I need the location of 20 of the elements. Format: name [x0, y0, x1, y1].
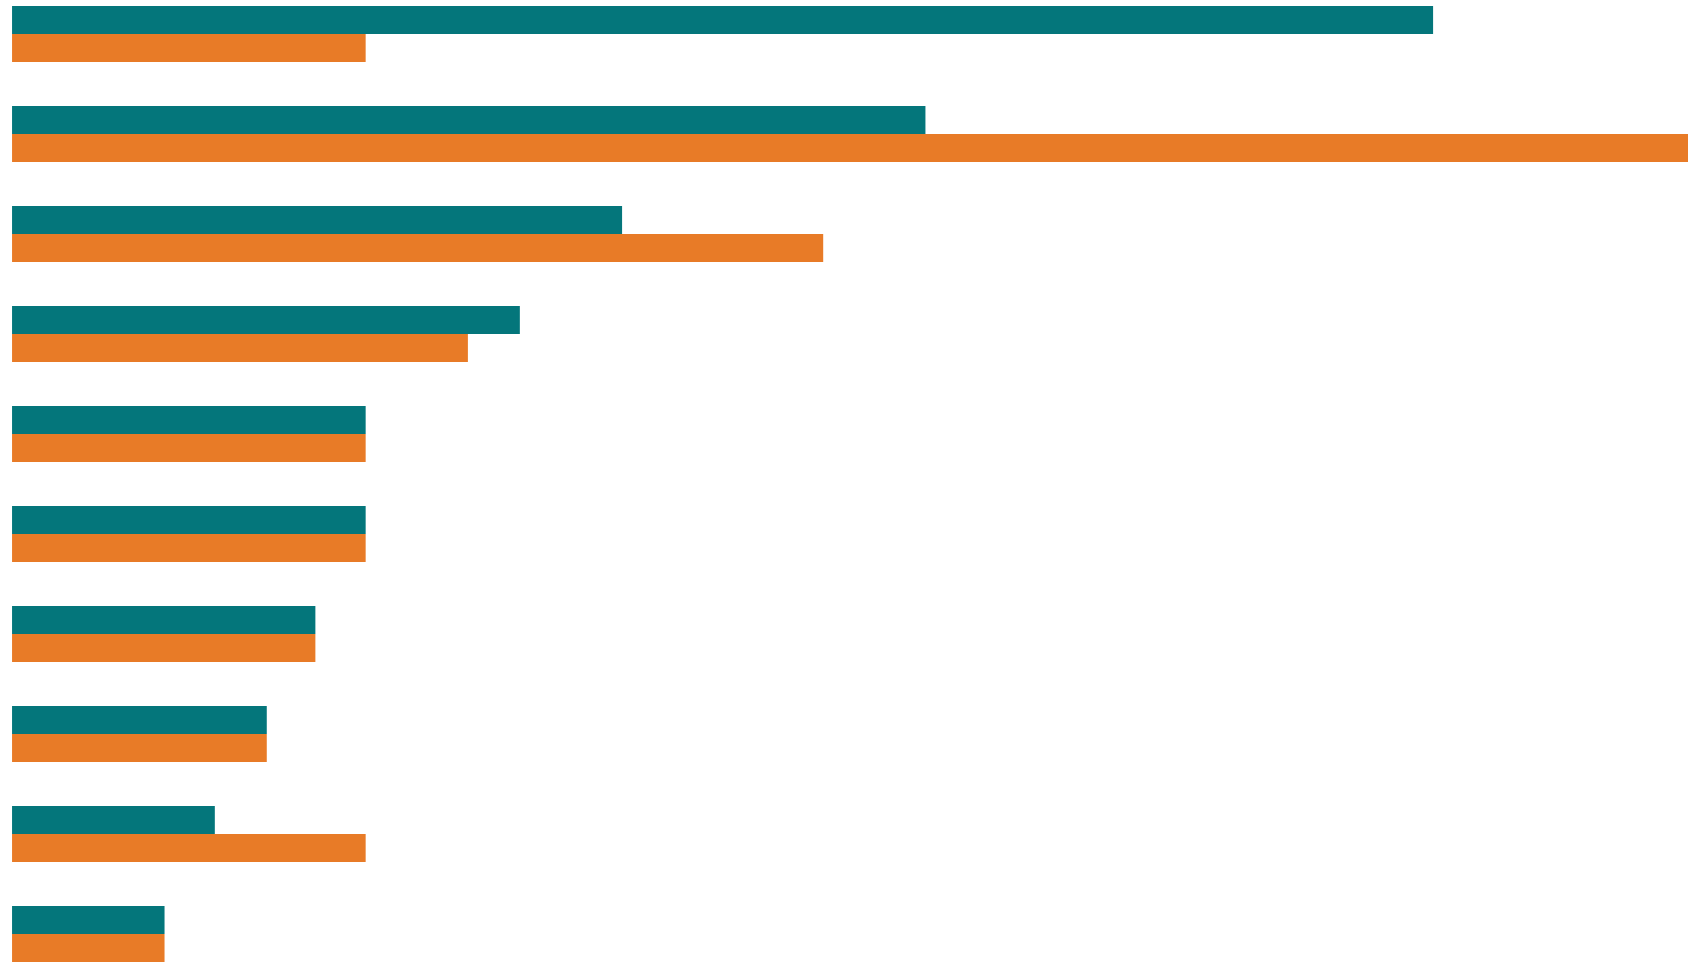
bar	[12, 905, 165, 934]
bar	[12, 533, 366, 562]
bar	[12, 105, 926, 134]
bar	[12, 805, 215, 834]
bar	[12, 133, 1688, 162]
bar	[12, 933, 165, 962]
bar	[12, 705, 267, 734]
bar	[12, 733, 267, 762]
bar	[12, 33, 366, 62]
bar	[12, 305, 520, 334]
bar	[12, 633, 316, 662]
bar	[12, 405, 366, 434]
bar	[12, 333, 468, 362]
bar	[12, 5, 1434, 34]
bar	[12, 433, 366, 462]
bar	[12, 205, 623, 234]
bar	[12, 233, 824, 262]
bar	[12, 833, 366, 862]
bar	[12, 505, 366, 534]
bar	[12, 605, 316, 634]
